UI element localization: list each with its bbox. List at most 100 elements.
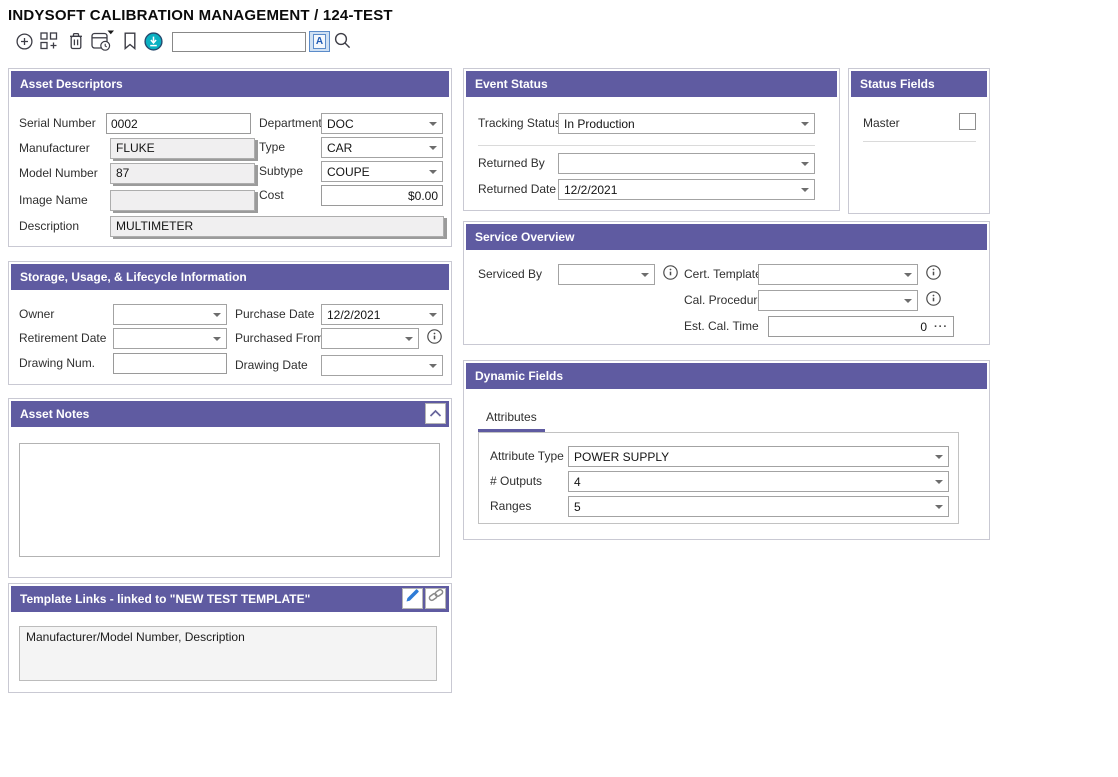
returned-date-select[interactable]: 12/2/2021: [558, 179, 815, 200]
add-button[interactable]: [16, 33, 33, 55]
match-case-label: A: [313, 34, 326, 49]
service-overview-panel: Service Overview Serviced By Cert. Templ…: [463, 221, 990, 345]
subtype-select[interactable]: COUPE: [321, 161, 443, 182]
dynamic-fields-panel: Dynamic Fields Attributes Attribute Type…: [463, 360, 990, 540]
template-links-header: Template Links - linked to "NEW TEST TEM…: [11, 586, 449, 612]
returned-date-value: 12/2/2021: [564, 182, 618, 197]
returned-by-select[interactable]: [558, 153, 815, 174]
search-button[interactable]: [334, 32, 351, 54]
attribute-type-select[interactable]: POWER SUPPLY: [568, 446, 949, 467]
serial-number-input[interactable]: [106, 113, 251, 134]
chevron-down-icon: [213, 337, 221, 341]
type-value: CAR: [327, 140, 353, 155]
chevron-down-icon: [405, 337, 413, 341]
owner-select[interactable]: [113, 304, 227, 325]
info-icon: [427, 328, 442, 349]
asset-descriptors-header: Asset Descriptors: [11, 71, 449, 97]
purchased-from-info-button[interactable]: [427, 328, 442, 349]
bookmark-icon: [123, 32, 137, 55]
chevron-down-icon: [935, 455, 943, 459]
attribute-type-value: POWER SUPPLY: [574, 449, 670, 464]
magnifier-icon: [334, 32, 351, 54]
status-fields-header: Status Fields: [851, 71, 987, 97]
dynamic-fields-title: Dynamic Fields: [475, 369, 564, 383]
circle-down-arrow-icon: [144, 32, 163, 56]
bookmark-button[interactable]: [123, 32, 137, 55]
serviced-by-select[interactable]: [558, 264, 655, 285]
owner-label: Owner: [19, 307, 55, 321]
est-cal-time-value: 0: [920, 319, 927, 334]
outputs-label: # Outputs: [490, 474, 543, 488]
template-links-panel: Template Links - linked to "NEW TEST TEM…: [8, 583, 452, 693]
match-case-button[interactable]: A: [309, 31, 330, 52]
clone-button[interactable]: [40, 32, 58, 55]
tracking-status-select[interactable]: In Production: [558, 113, 815, 134]
tab-active-underline: [478, 429, 545, 432]
retirement-date-select[interactable]: [113, 328, 227, 349]
cert-template-info-button[interactable]: [926, 264, 941, 282]
chain-link-icon: [428, 586, 444, 612]
ellipsis-button[interactable]: ···: [934, 320, 948, 333]
drawing-num-label: Drawing Num.: [19, 356, 96, 370]
drawing-num-input[interactable]: [113, 353, 227, 374]
cal-procedure-info-button[interactable]: [926, 290, 941, 308]
storage-title: Storage, Usage, & Lifecycle Information: [20, 270, 247, 284]
collapse-button[interactable]: [425, 403, 446, 424]
subtype-value: COUPE: [327, 164, 370, 179]
department-label: Department: [259, 116, 322, 130]
schedule-button[interactable]: [91, 30, 115, 57]
tracking-status-label: Tracking Status: [478, 116, 561, 130]
est-cal-time-field[interactable]: 0 ···: [768, 316, 954, 337]
storage-header: Storage, Usage, & Lifecycle Information: [11, 264, 449, 290]
description-label: Description: [19, 219, 80, 233]
department-value: DOC: [327, 116, 354, 131]
cert-template-label: Cert. Template: [684, 267, 762, 281]
checkin-button[interactable]: [144, 32, 163, 56]
attributes-group-box: [478, 432, 959, 524]
outputs-select[interactable]: 4: [568, 471, 949, 492]
type-label: Type: [259, 140, 286, 154]
edit-template-link-button[interactable]: [402, 588, 423, 609]
delete-button[interactable]: [68, 32, 84, 55]
link-template-button[interactable]: [425, 588, 446, 609]
asset-notes-panel: Asset Notes: [8, 398, 452, 578]
event-status-title: Event Status: [475, 77, 548, 91]
service-overview-title: Service Overview: [475, 230, 575, 244]
trash-icon: [68, 32, 84, 55]
purchase-date-select[interactable]: 12/2/2021: [321, 304, 443, 325]
chevron-down-icon: [641, 273, 649, 277]
grid-plus-icon: [40, 32, 58, 55]
purchased-from-select[interactable]: [321, 328, 419, 349]
chevron-down-icon: [935, 505, 943, 509]
serial-number-label: Serial Number: [19, 116, 96, 130]
serviced-by-info-button[interactable]: [663, 264, 678, 285]
chevron-down-icon: [429, 364, 437, 368]
purchased-from-label: Purchased From: [235, 331, 324, 345]
master-checkbox[interactable]: [959, 113, 976, 130]
type-select[interactable]: CAR: [321, 137, 443, 158]
asset-notes-textarea[interactable]: [19, 443, 440, 557]
cert-template-select[interactable]: [758, 264, 918, 285]
ranges-value: 5: [574, 499, 581, 514]
cal-procedure-label: Cal. Procedure: [684, 293, 765, 307]
search-input[interactable]: [172, 32, 306, 52]
info-icon: [663, 264, 678, 285]
chevron-down-icon: [213, 313, 221, 317]
cal-procedure-select[interactable]: [758, 290, 918, 311]
asset-notes-title: Asset Notes: [20, 407, 90, 421]
model-number-field: 87: [110, 163, 255, 184]
subtype-label: Subtype: [259, 164, 304, 178]
department-select[interactable]: DOC: [321, 113, 443, 134]
asset-notes-header: Asset Notes: [11, 401, 449, 427]
cost-input[interactable]: [321, 185, 443, 206]
tab-attributes[interactable]: Attributes: [486, 410, 537, 424]
status-fields-title: Status Fields: [860, 77, 935, 91]
ranges-select[interactable]: 5: [568, 496, 949, 517]
returned-by-label: Returned By: [478, 156, 545, 170]
returned-date-label: Returned Date: [478, 182, 557, 196]
master-label: Master: [863, 116, 900, 130]
drawing-date-select[interactable]: [321, 355, 443, 376]
status-fields-panel: Status Fields Master: [848, 68, 990, 214]
divider: [478, 145, 815, 146]
